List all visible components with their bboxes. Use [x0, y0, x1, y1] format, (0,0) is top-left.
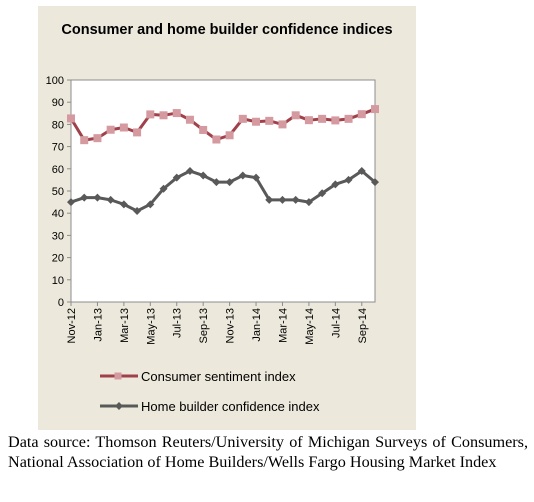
x-tick-label: Mar-13	[119, 308, 131, 343]
data-point-square	[344, 114, 353, 123]
x-tick-label: May-14	[304, 308, 316, 345]
data-point-square	[238, 114, 247, 123]
data-point-square	[371, 105, 379, 114]
data-point-square	[172, 109, 181, 118]
data-point-diamond	[225, 178, 234, 187]
data-point-diamond	[80, 193, 89, 202]
data-point-square	[185, 115, 194, 124]
data-point-square	[80, 136, 89, 145]
y-tick-label: 70	[52, 142, 64, 154]
x-tick-label: Sep-13	[198, 308, 210, 343]
data-point-diamond	[291, 195, 300, 204]
x-tick-label: Sep-14	[357, 308, 369, 343]
data-point-square	[331, 116, 340, 125]
data-point-diamond	[185, 167, 194, 176]
y-tick-label: 50	[52, 186, 64, 198]
line-chart: 0 10 20 30 40 50 60 70 80 90 100 Nov-12 Jan-13 Mar-13…	[46, 75, 379, 414]
y-tick-label: 60	[52, 164, 64, 176]
data-point-diamond	[331, 180, 340, 189]
data-point-diamond	[278, 195, 287, 204]
x-tick-label: Jan-14	[251, 308, 263, 342]
data-point-diamond	[199, 171, 208, 180]
x-tick-label: Jan-13	[92, 308, 104, 342]
data-point-square	[265, 116, 274, 125]
data-point-square	[133, 128, 142, 137]
data-point-diamond	[146, 200, 155, 209]
y-tick-label: 20	[52, 253, 64, 265]
x-tick-label: Nov-13	[225, 308, 237, 343]
data-point-diamond	[344, 175, 353, 184]
y-tick-label: 10	[52, 275, 64, 287]
x-tick-label: Jul-13	[172, 308, 184, 338]
data-point-square	[357, 110, 366, 119]
legend-label: Home builder confidence index	[141, 399, 320, 414]
y-tick-label: 40	[52, 208, 64, 220]
x-tick-label: May-13	[145, 308, 157, 345]
data-point-square	[93, 134, 102, 143]
data-point-diamond	[159, 184, 168, 193]
data-point-square	[278, 120, 287, 129]
data-point-diamond	[265, 195, 274, 204]
chart-title: Consumer and home builder confidence ind…	[61, 22, 393, 38]
data-point-square	[106, 125, 115, 134]
data-point-square	[252, 117, 261, 126]
legend-marker-square	[114, 372, 122, 380]
y-tick-label: 0	[58, 297, 64, 309]
data-point-diamond	[119, 200, 128, 209]
y-tick-label: 80	[52, 119, 64, 131]
chart-panel: 0 10 20 30 40 50 60 70 80 90 100 Nov-12 Jan-13 Mar-13…	[38, 6, 416, 430]
data-point-diamond	[106, 195, 115, 204]
data-point-square	[67, 114, 75, 123]
y-tick-label: 90	[52, 97, 64, 109]
data-point-diamond	[304, 198, 313, 207]
data-point-diamond	[67, 198, 75, 207]
data-point-diamond	[371, 178, 379, 187]
data-point-square	[159, 111, 168, 120]
data-point-diamond	[238, 171, 247, 180]
legend-label: Consumer sentiment index	[141, 369, 296, 384]
data-point-diamond	[318, 189, 327, 198]
data-point-diamond	[93, 193, 102, 202]
data-point-square	[146, 110, 155, 119]
data-point-square	[212, 135, 221, 144]
data-point-diamond	[212, 178, 221, 187]
x-tick-label: Jul-14	[330, 308, 342, 338]
x-tick-label: Nov-12	[66, 308, 78, 343]
data-point-square	[291, 111, 300, 120]
data-point-diamond	[357, 167, 366, 176]
y-tick-label: 100	[46, 75, 64, 87]
data-point-square	[119, 123, 128, 132]
data-point-square	[304, 116, 313, 125]
x-tick-label: Mar-14	[277, 308, 289, 343]
data-source-note: Data source: Thomson Reuters/University …	[8, 433, 528, 471]
y-tick-label: 30	[52, 230, 64, 242]
plot-area	[70, 79, 376, 303]
data-point-diamond	[172, 173, 181, 182]
data-point-square	[225, 131, 234, 140]
data-point-diamond	[252, 173, 261, 182]
legend-marker-diamond	[115, 402, 123, 410]
data-point-square	[199, 125, 208, 134]
data-point-square	[318, 114, 327, 123]
data-point-diamond	[133, 206, 142, 215]
